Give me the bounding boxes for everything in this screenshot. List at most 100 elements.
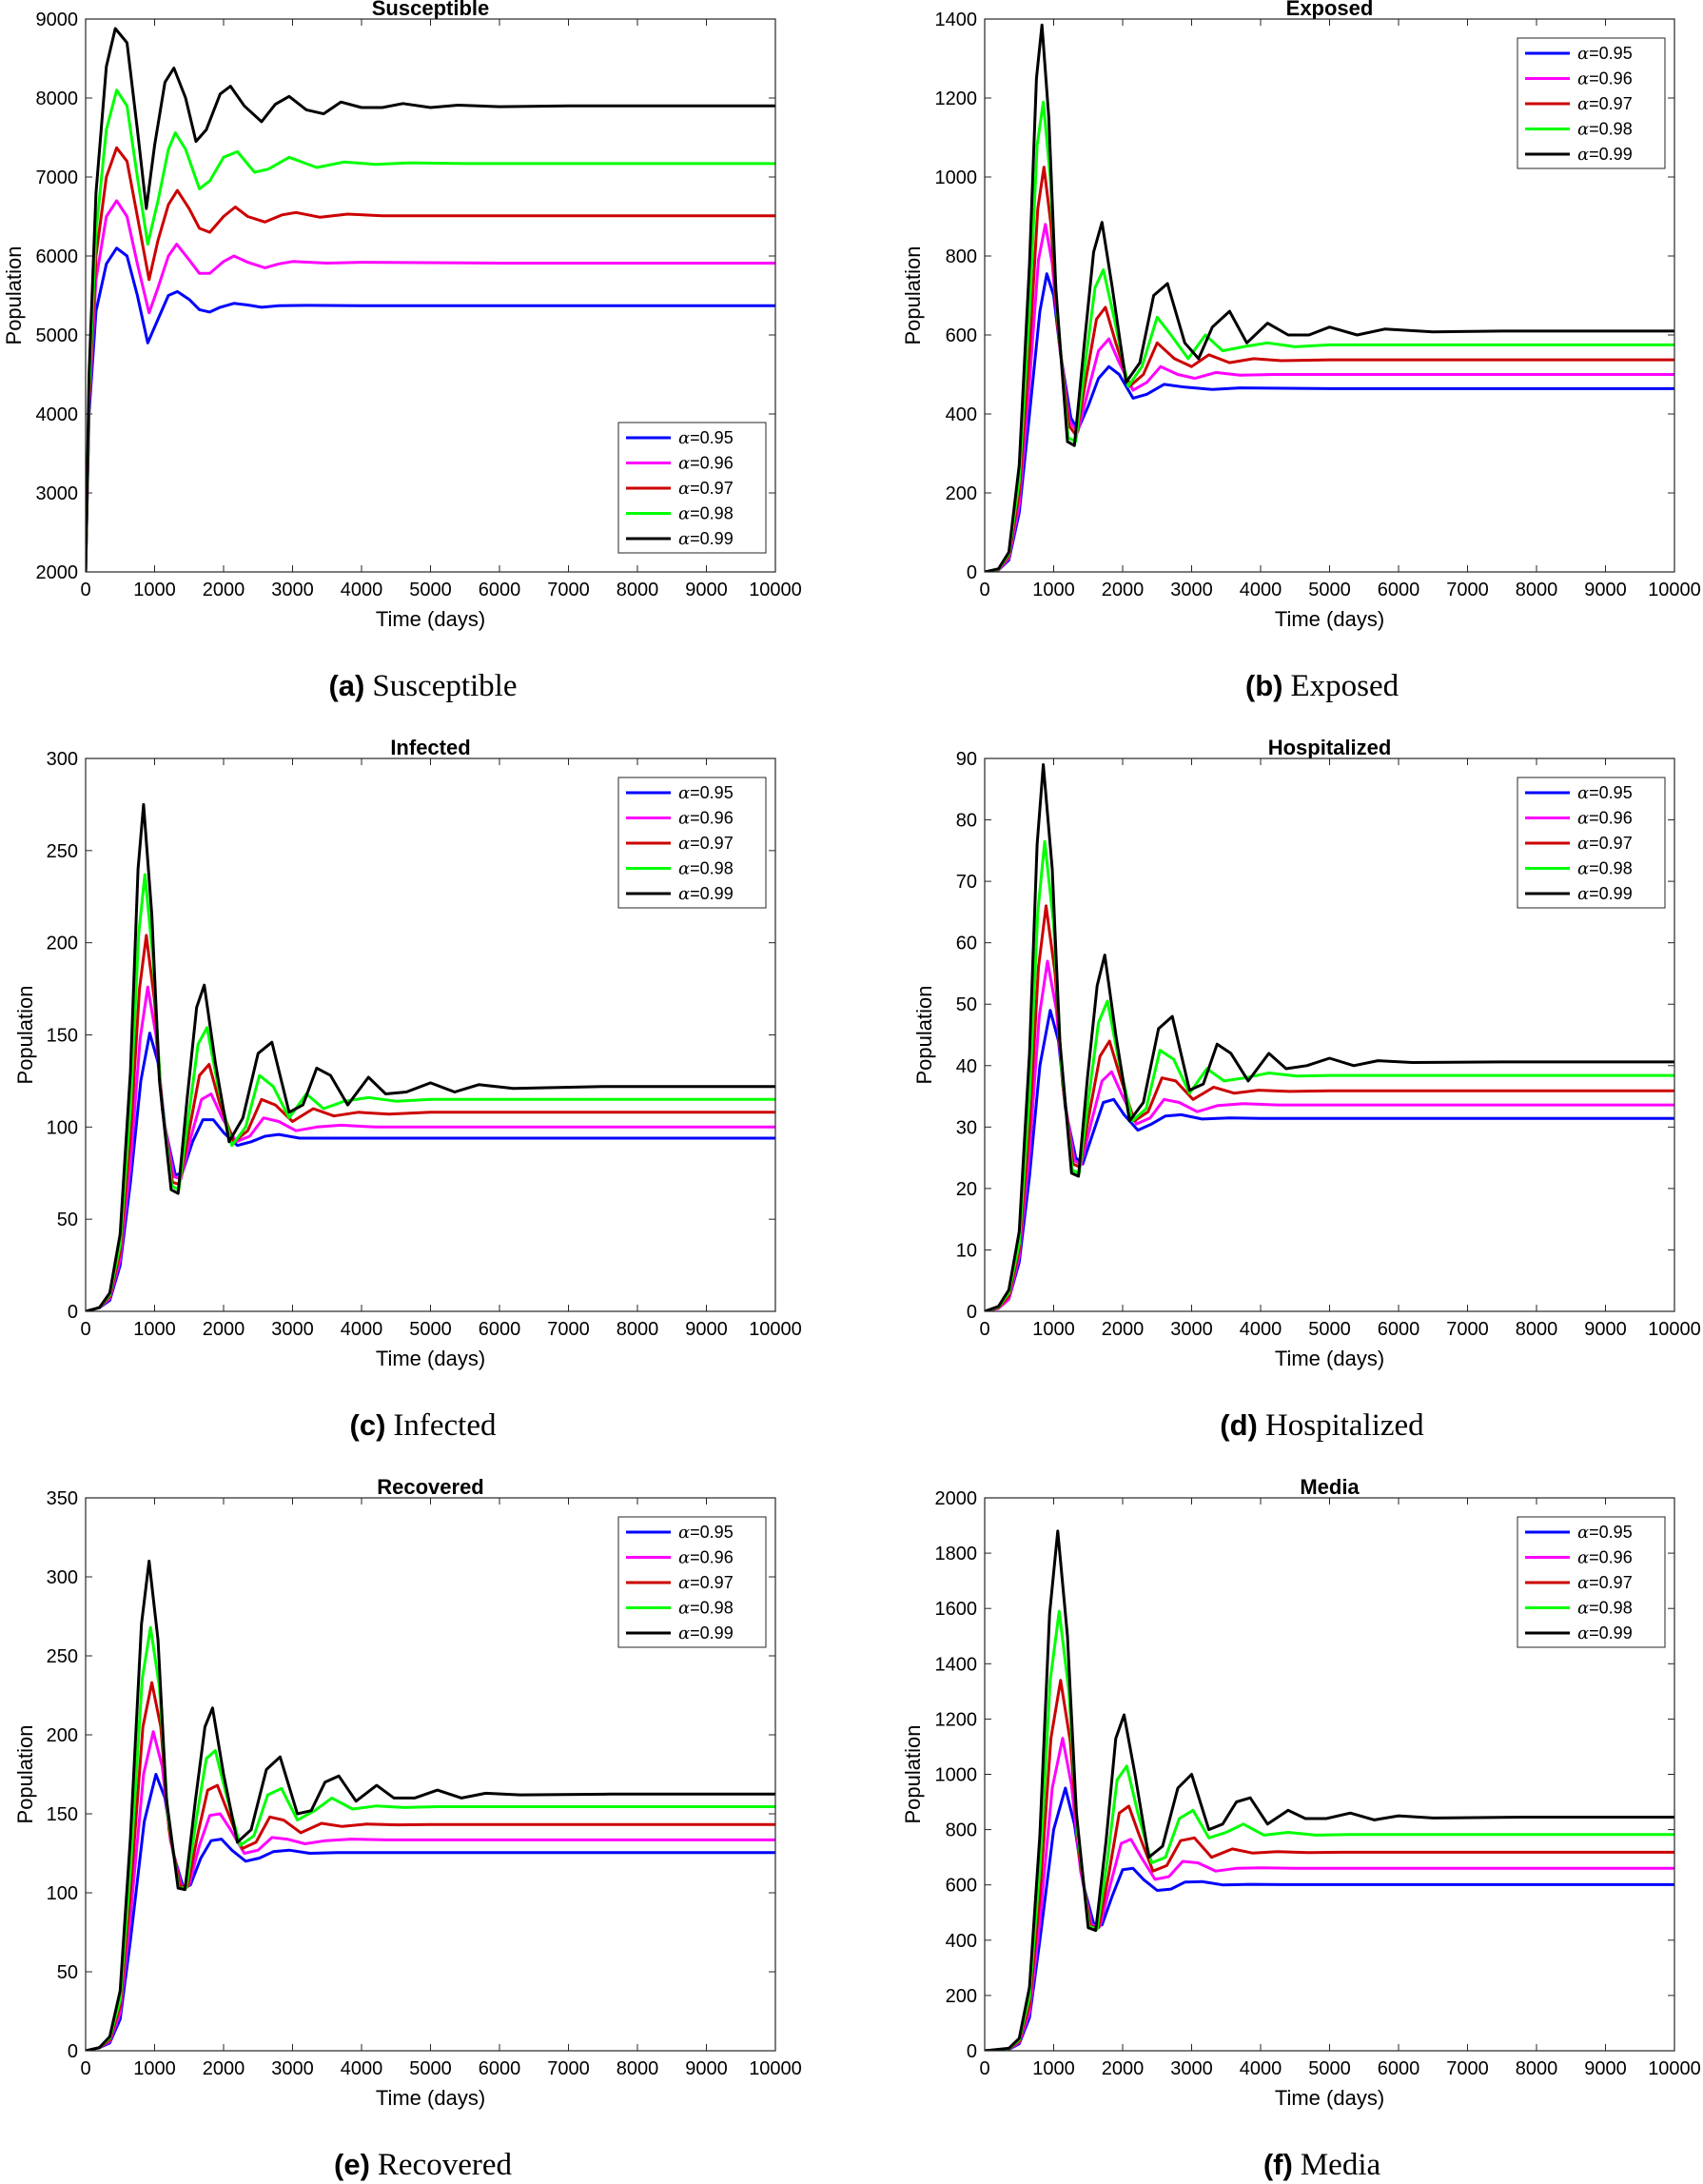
- x-tick-label: 6000: [1378, 1319, 1420, 1340]
- legend-alpha-symbol: α: [1577, 1573, 1589, 1593]
- series-line-0-97: [86, 934, 775, 1311]
- legend-entry: α=0.96: [1577, 69, 1633, 89]
- y-tick-label: 3000: [36, 483, 79, 504]
- legend-entry: α=0.97: [1577, 1573, 1633, 1593]
- x-tick-label: 9000: [685, 1319, 728, 1340]
- series-line-0-98: [86, 1625, 775, 2051]
- series-line-0-96: [86, 985, 775, 1311]
- series-line-0-95: [86, 1032, 775, 1311]
- legend-entry: α=0.98: [678, 1599, 734, 1619]
- chart-title: Hospitalized: [1268, 736, 1392, 759]
- legend-entry: α=0.96: [1577, 809, 1633, 829]
- series-line-0-99: [86, 1559, 775, 2051]
- x-tick-label: 8000: [617, 1319, 659, 1340]
- x-tick-label: 6000: [1378, 580, 1420, 600]
- legend-alpha-value: =0.96: [1589, 809, 1633, 828]
- y-tick-label: 30: [956, 1117, 977, 1138]
- y-tick-label: 1400: [935, 10, 978, 30]
- x-tick-label: 4000: [1240, 580, 1282, 600]
- axes-box: [85, 18, 776, 573]
- legend: α=0.95α=0.96α=0.97α=0.98α=0.99: [617, 777, 767, 909]
- legend-entry: α=0.98: [1577, 120, 1633, 140]
- legend: α=0.95α=0.96α=0.97α=0.98α=0.99: [617, 1516, 767, 1648]
- caption-name: Susceptible: [372, 669, 517, 703]
- axes-box: [984, 1497, 1675, 2052]
- legend-alpha-value: =0.96: [1589, 69, 1633, 89]
- x-tick-label: 5000: [409, 1319, 452, 1340]
- legend-alpha-value: =0.98: [1589, 1599, 1633, 1618]
- x-axis-label: Time (days): [1275, 1347, 1384, 1370]
- x-tick-label: 4000: [1240, 1319, 1282, 1340]
- y-tick-label: 200: [946, 1986, 977, 2007]
- legend-entry: α=0.99: [678, 1623, 734, 1643]
- x-tick-label: 3000: [271, 2058, 314, 2079]
- x-tick-label: 10000: [1648, 1319, 1701, 1340]
- y-tick-label: 200: [946, 483, 977, 504]
- axes-box: [85, 758, 776, 1312]
- x-tick-label: 0: [979, 580, 989, 600]
- x-tick-label: 9000: [1584, 2058, 1627, 2079]
- legend-alpha-symbol: α: [1577, 809, 1589, 829]
- y-tick-label: 150: [47, 1804, 78, 1825]
- x-tick-label: 0: [979, 1319, 989, 1340]
- legend-entry: α=0.99: [1577, 1623, 1633, 1643]
- legend-alpha-symbol: α: [678, 479, 690, 499]
- x-tick-label: 1000: [133, 580, 176, 600]
- series-line-0-99: [985, 23, 1674, 572]
- x-tick-label: 0: [979, 2058, 989, 2079]
- legend-alpha-symbol: α: [1577, 69, 1589, 89]
- chart-title: Infected: [390, 736, 470, 759]
- y-axis-label: Population: [2, 246, 26, 345]
- x-tick-label: 10000: [749, 1319, 802, 1340]
- caption-letter: (a): [328, 669, 364, 702]
- legend-entry: α=0.95: [1577, 44, 1633, 64]
- legend-entry: α=0.96: [678, 454, 734, 474]
- x-tick-label: 9000: [685, 580, 728, 600]
- x-tick-label: 2000: [203, 2058, 245, 2079]
- y-tick-label: 0: [68, 1302, 78, 1323]
- x-tick-label: 8000: [1516, 2058, 1558, 2079]
- x-tick-label: 8000: [617, 580, 659, 600]
- legend-alpha-value: =0.97: [690, 479, 734, 498]
- legend-entry: α=0.98: [1577, 1599, 1633, 1619]
- series-line-0-99: [985, 1529, 1674, 2051]
- legend-alpha-value: =0.98: [690, 859, 734, 878]
- x-tick-label: 5000: [1308, 1319, 1351, 1340]
- legend-alpha-symbol: α: [678, 809, 690, 829]
- series-line-0-96: [985, 959, 1674, 1311]
- y-axis-label: Population: [13, 1725, 37, 1824]
- series-line-0-99: [86, 802, 775, 1311]
- legend-entry: α=0.99: [678, 529, 734, 549]
- series-line-0-96: [86, 1730, 775, 2051]
- legend-alpha-symbol: α: [678, 859, 690, 879]
- x-tick-label: 1000: [133, 1319, 176, 1340]
- y-tick-label: 4000: [36, 404, 79, 425]
- series-line-0-95: [86, 1773, 775, 2051]
- x-tick-label: 7000: [547, 580, 590, 600]
- x-tick-label: 0: [80, 2058, 90, 2079]
- y-tick-label: 1200: [935, 89, 978, 109]
- x-tick-label: 3000: [1170, 1319, 1213, 1340]
- x-tick-label: 5000: [1308, 2058, 1351, 2079]
- legend-alpha-value: =0.99: [690, 884, 734, 903]
- legend-entry: α=0.98: [678, 859, 734, 879]
- legend-entry: α=0.99: [1577, 884, 1633, 904]
- legend-entry: α=0.95: [678, 1523, 734, 1543]
- legend: α=0.95α=0.96α=0.97α=0.98α=0.99: [1517, 777, 1666, 909]
- legend-alpha-symbol: α: [1577, 834, 1589, 854]
- legend-alpha-symbol: α: [1577, 44, 1589, 64]
- legend-entry: α=0.95: [1577, 783, 1633, 803]
- y-tick-label: 0: [967, 562, 977, 583]
- legend-alpha-value: =0.95: [1589, 44, 1633, 63]
- x-tick-label: 5000: [1308, 580, 1351, 600]
- legend-alpha-symbol: α: [1577, 1623, 1589, 1643]
- legend-alpha-value: =0.95: [1589, 783, 1633, 802]
- y-tick-label: 0: [967, 1302, 977, 1323]
- caption-letter: (e): [334, 2148, 370, 2181]
- legend-alpha-value: =0.96: [690, 454, 734, 473]
- legend-alpha-value: =0.98: [1589, 859, 1633, 878]
- legend-alpha-value: =0.99: [690, 1623, 734, 1643]
- y-tick-label: 5000: [36, 325, 79, 346]
